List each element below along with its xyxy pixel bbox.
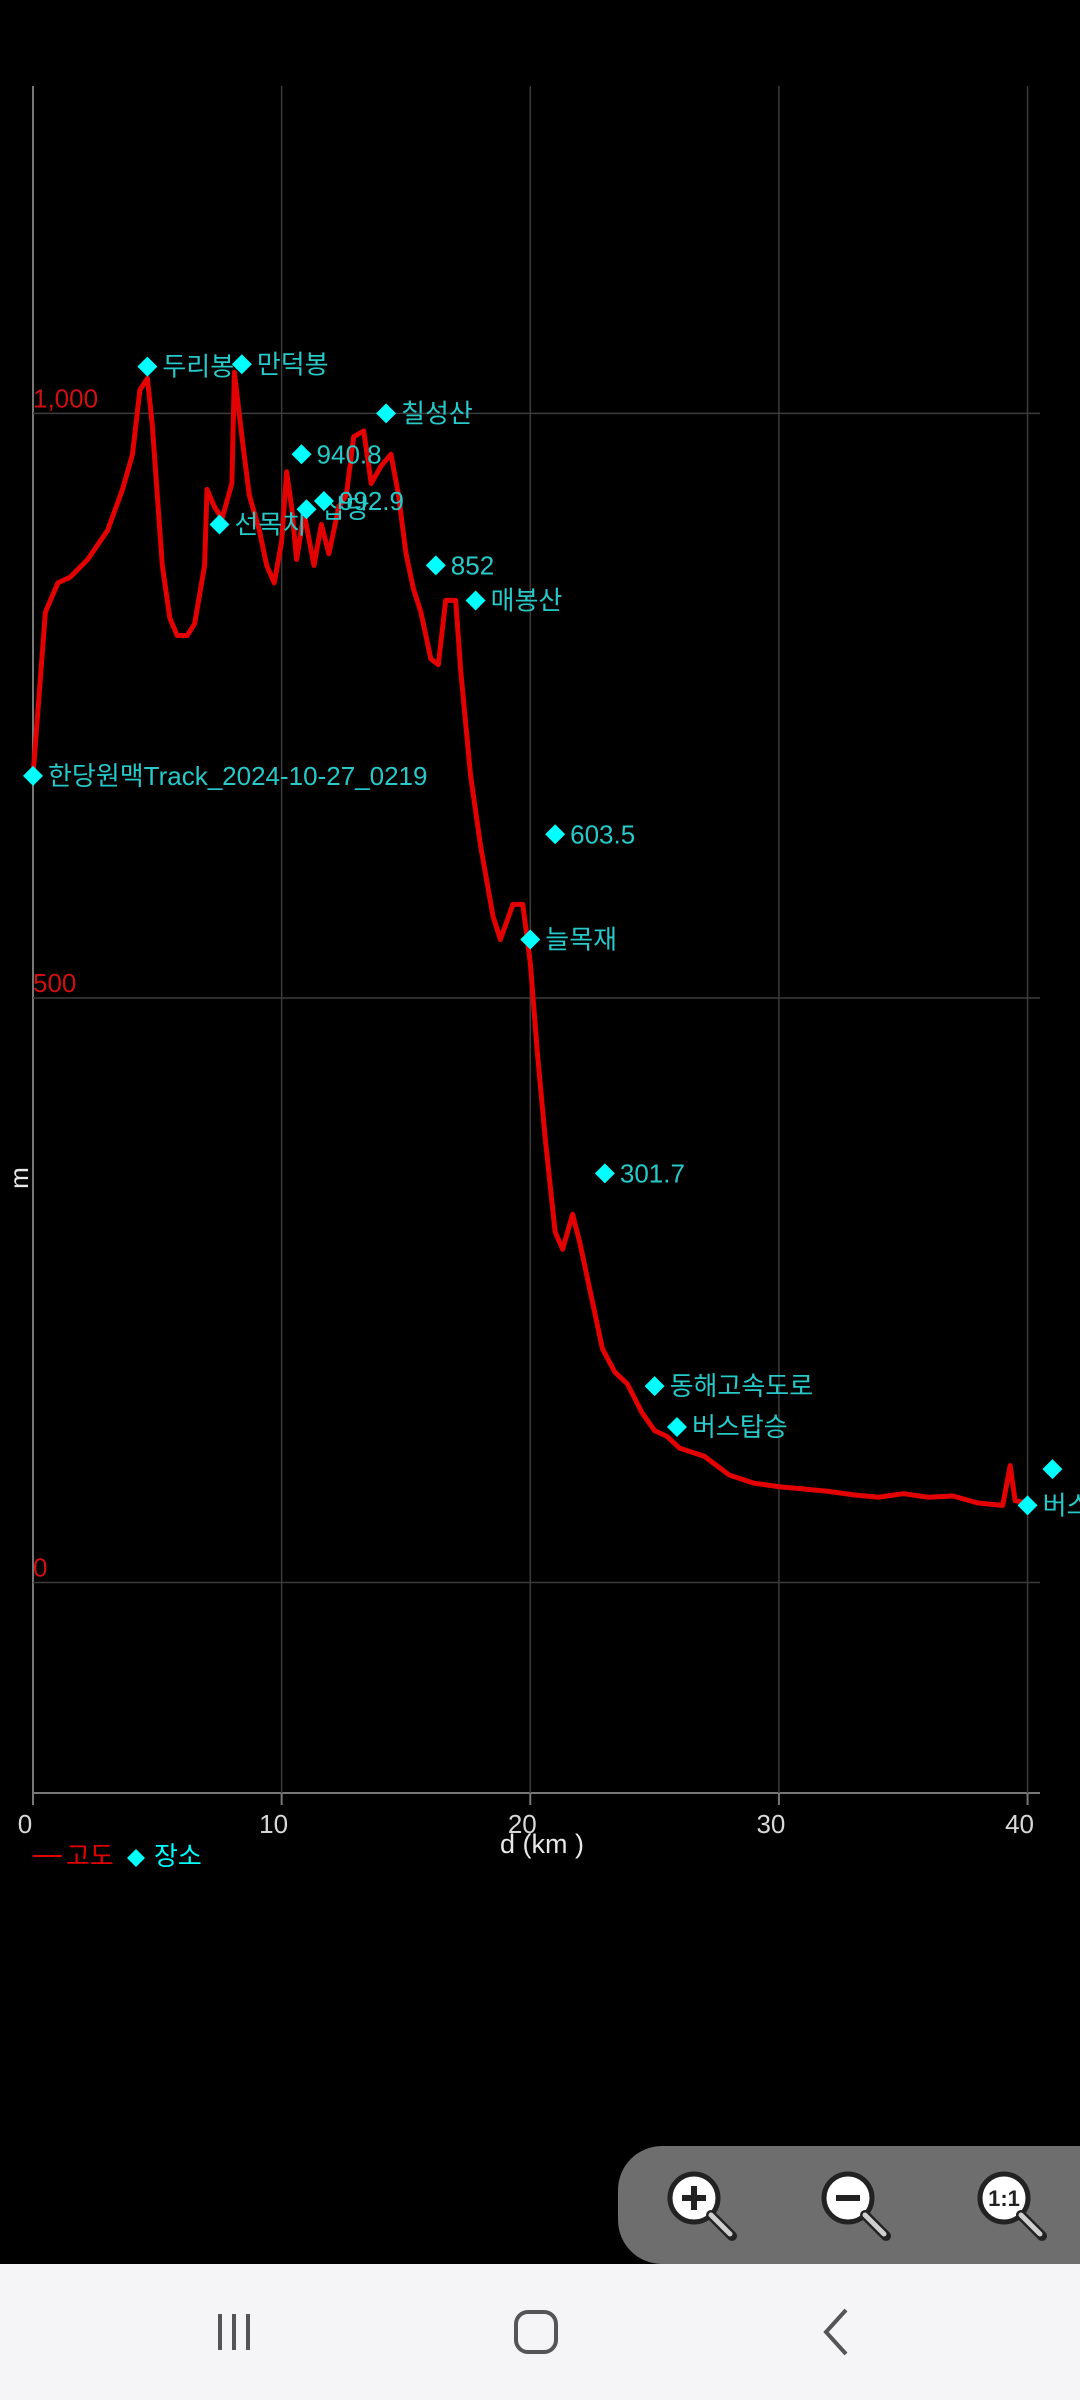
waypoint-marker bbox=[425, 555, 446, 576]
x-axis-title: d (km ) bbox=[500, 1829, 584, 1859]
waypoint-marker bbox=[376, 403, 397, 424]
y-tick-label: 500 bbox=[33, 968, 76, 998]
waypoint-marker bbox=[137, 356, 158, 377]
waypoint-label: 두리봉 bbox=[162, 352, 234, 382]
waypoint-label: 852 bbox=[451, 550, 494, 580]
zoom-reset-button[interactable]: 1:1 bbox=[966, 2160, 1056, 2250]
zoom-in-icon bbox=[667, 2171, 737, 2241]
zoom-out-button[interactable] bbox=[810, 2160, 900, 2250]
waypoint-marker bbox=[313, 491, 334, 512]
recent-apps-button[interactable] bbox=[204, 2302, 264, 2362]
waypoint-label: 940.8 bbox=[317, 439, 382, 469]
waypoint-label: 301.7 bbox=[620, 1158, 685, 1188]
x-tick-label: 0 bbox=[18, 1809, 32, 1839]
y-axis-title: m bbox=[4, 1167, 34, 1189]
legend-place-label: 장소 bbox=[154, 1841, 202, 1871]
waypoint-marker bbox=[465, 590, 486, 611]
elevation-series-line bbox=[30, 369, 1029, 1508]
waypoint-marker bbox=[666, 1417, 687, 1438]
waypoint-marker bbox=[1042, 1459, 1063, 1480]
waypoint-label: 992.9 bbox=[339, 486, 404, 516]
recent-apps-icon bbox=[218, 2314, 250, 2350]
home-button[interactable] bbox=[506, 2302, 566, 2362]
x-tick-label: 40 bbox=[1005, 1809, 1034, 1839]
waypoint-label: 603.5 bbox=[570, 819, 635, 849]
back-icon bbox=[823, 2308, 848, 2356]
waypoint-marker bbox=[23, 765, 43, 786]
waypoint-label: 만덕봉 bbox=[257, 349, 329, 379]
waypoint-marker bbox=[594, 1163, 615, 1184]
y-tick-label: 0 bbox=[33, 1553, 47, 1583]
back-button[interactable] bbox=[808, 2302, 868, 2362]
elevation-chart[interactable]: 0 10 20 30 40 0 500 1,000 d (km ) m 한당원맥Track_2024… bbox=[0, 0, 1080, 1880]
waypoint-label: 칠성산 bbox=[401, 398, 473, 428]
x-tick-label: 20 bbox=[508, 1809, 537, 1839]
x-tick-label: 30 bbox=[756, 1809, 785, 1839]
y-tick-label: 1,000 bbox=[33, 383, 98, 413]
waypoint-marker bbox=[545, 824, 566, 845]
zoom-in-button[interactable] bbox=[656, 2160, 746, 2250]
waypoint-label: 매봉산 bbox=[491, 585, 563, 615]
waypoint-marker bbox=[231, 354, 252, 375]
legend-place-swatch bbox=[127, 1849, 145, 1867]
waypoint-marker bbox=[644, 1376, 665, 1397]
waypoint-label: 한당원맥Track_2024-10-27_0219 bbox=[48, 761, 427, 791]
x-tick-label: 10 bbox=[259, 1809, 288, 1839]
waypoint-marker bbox=[296, 499, 317, 520]
waypoint-marker bbox=[520, 929, 541, 950]
system-nav-bar bbox=[0, 2264, 1080, 2400]
zoom-1to1-icon: 1:1 bbox=[977, 2171, 1047, 2241]
waypoint-label: 동해고속도로 bbox=[670, 1371, 814, 1401]
home-icon bbox=[514, 2310, 558, 2354]
svg-text:1:1: 1:1 bbox=[988, 2186, 1020, 2211]
zoom-controls: 1:1 bbox=[618, 2146, 1080, 2264]
waypoint-label: 선목치 bbox=[234, 509, 306, 539]
zoom-out-icon bbox=[821, 2171, 891, 2241]
waypoint-marker bbox=[209, 514, 230, 535]
waypoint-label: 버스탑승 bbox=[692, 1412, 788, 1442]
legend-elevation-label: 고도 bbox=[66, 1841, 114, 1871]
waypoint-marker bbox=[291, 444, 312, 465]
waypoint-label: 늘목재 bbox=[545, 925, 617, 955]
waypoint-marker bbox=[1017, 1495, 1038, 1516]
waypoint-label: 버스 bbox=[1043, 1490, 1080, 1520]
